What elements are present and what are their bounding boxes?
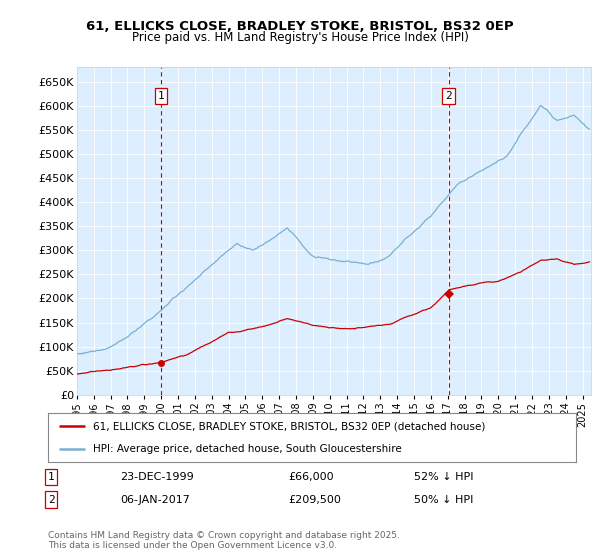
Text: 1: 1 <box>158 91 164 101</box>
Text: 2: 2 <box>445 91 452 101</box>
Text: 50% ↓ HPI: 50% ↓ HPI <box>414 494 473 505</box>
Text: Contains HM Land Registry data © Crown copyright and database right 2025.
This d: Contains HM Land Registry data © Crown c… <box>48 531 400 550</box>
Text: 61, ELLICKS CLOSE, BRADLEY STOKE, BRISTOL, BS32 0EP (detached house): 61, ELLICKS CLOSE, BRADLEY STOKE, BRISTO… <box>93 421 485 431</box>
Text: Price paid vs. HM Land Registry's House Price Index (HPI): Price paid vs. HM Land Registry's House … <box>131 31 469 44</box>
Text: 52% ↓ HPI: 52% ↓ HPI <box>414 472 473 482</box>
Text: £209,500: £209,500 <box>288 494 341 505</box>
Text: HPI: Average price, detached house, South Gloucestershire: HPI: Average price, detached house, Sout… <box>93 444 401 454</box>
Text: 23-DEC-1999: 23-DEC-1999 <box>120 472 194 482</box>
Text: 61, ELLICKS CLOSE, BRADLEY STOKE, BRISTOL, BS32 0EP: 61, ELLICKS CLOSE, BRADLEY STOKE, BRISTO… <box>86 20 514 32</box>
Text: 1: 1 <box>47 472 55 482</box>
Text: 2: 2 <box>47 494 55 505</box>
Text: £66,000: £66,000 <box>288 472 334 482</box>
Text: 06-JAN-2017: 06-JAN-2017 <box>120 494 190 505</box>
